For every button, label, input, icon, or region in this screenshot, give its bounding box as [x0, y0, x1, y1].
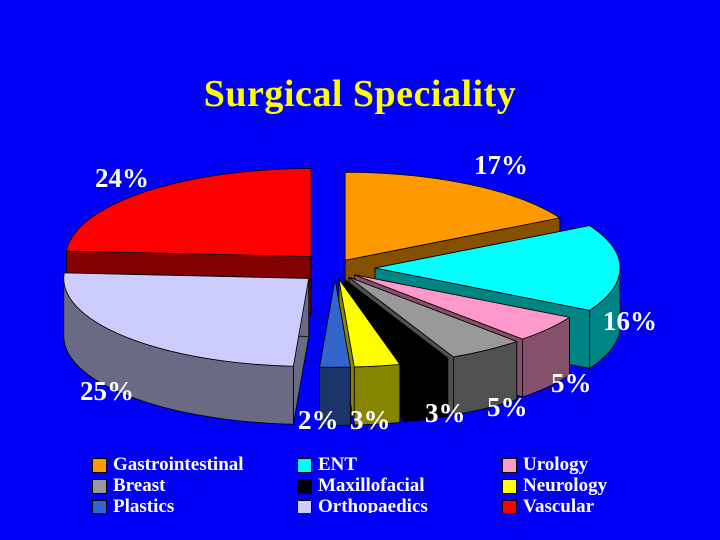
- legend-label: Gastrointestinal: [113, 455, 244, 475]
- legend-label: Orthopaedics: [318, 496, 428, 513]
- legend-swatch: [502, 478, 517, 494]
- legend-item-breast: Breast: [92, 475, 166, 496]
- slice-label-ent: 16%: [603, 306, 657, 336]
- legend-item-urology: Urology: [502, 455, 588, 475]
- legend-item-ent: ENT: [297, 455, 357, 475]
- legend: Gastrointestinal ENT Urology Breast Maxillof…: [92, 455, 632, 513]
- legend-label: Plastics: [113, 496, 175, 513]
- slice-label-maxillofacial: 3%: [425, 398, 466, 428]
- legend-swatch: [502, 499, 517, 513]
- legend-label: Breast: [113, 475, 166, 496]
- legend-label: Maxillofacial: [318, 475, 425, 496]
- legend-swatch: [502, 457, 517, 473]
- legend-swatch: [92, 457, 107, 473]
- legend-label: Vascular: [523, 496, 595, 513]
- slice-label-breast: 5%: [487, 392, 528, 422]
- slice-label-urology: 5%: [551, 368, 592, 398]
- pie-slice-plastics: [319, 279, 351, 426]
- legend-item-gastrointestinal: Gastrointestinal: [92, 455, 244, 475]
- legend-label: Urology: [523, 455, 589, 475]
- pie-slice-orthopaedics: [63, 272, 310, 425]
- legend-swatch: [297, 457, 312, 473]
- slice-label-gastrointestinal: 17%: [474, 150, 528, 180]
- slice-label-plastics: 2%: [298, 405, 339, 435]
- legend-swatch: [297, 478, 312, 494]
- legend-item-neurology: Neurology: [502, 475, 608, 496]
- legend-item-vascular: Vascular: [502, 496, 595, 513]
- slice-label-orthopaedics: 25%: [80, 376, 134, 406]
- legend-swatch: [92, 499, 107, 513]
- legend-item-plastics: Plastics: [92, 496, 175, 513]
- legend-item-maxillofacial: Maxillofacial: [297, 475, 425, 496]
- legend-swatch: [92, 478, 107, 494]
- legend-swatch: [297, 499, 312, 513]
- slice-label-neurology: 3%: [350, 405, 391, 435]
- chart-title: Surgical Speciality: [203, 73, 517, 115]
- slice-label-vascular: 24%: [95, 163, 149, 193]
- legend-label: Neurology: [523, 475, 608, 496]
- legend-item-orthopaedics: Orthopaedics: [297, 496, 428, 513]
- legend-label: ENT: [318, 455, 358, 475]
